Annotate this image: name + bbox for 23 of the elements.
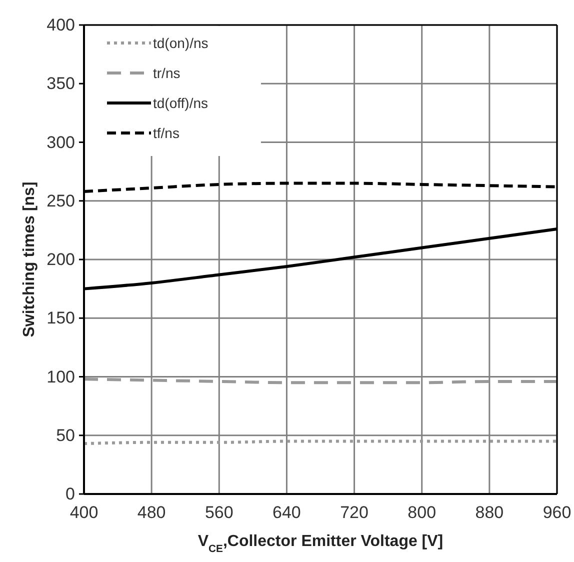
y-tick-label: 0 bbox=[66, 484, 75, 504]
y-tick-label: 250 bbox=[46, 191, 75, 210]
legend-label: td(off)/ns bbox=[153, 95, 208, 111]
y-tick-label: 300 bbox=[46, 132, 75, 152]
legend-label: td(on)/ns bbox=[153, 35, 208, 51]
y-tick-label: 200 bbox=[46, 250, 75, 269]
legend-label: tr/ns bbox=[153, 65, 180, 81]
y-axis-title: Switching times [ns] bbox=[21, 182, 38, 338]
x-tick-label: 960 bbox=[542, 503, 572, 522]
y-tick-label: 400 bbox=[46, 16, 75, 34]
x-tick-label: 880 bbox=[475, 503, 504, 522]
y-tick-label: 50 bbox=[56, 426, 75, 445]
x-tick-label: 400 bbox=[70, 503, 98, 522]
legend-label: tf/ns bbox=[153, 125, 180, 141]
y-tick-label: 150 bbox=[46, 308, 75, 328]
y-tick-label: 350 bbox=[46, 74, 75, 94]
x-tick-label: 480 bbox=[137, 503, 166, 522]
x-tick-label: 560 bbox=[204, 503, 234, 522]
x-tick-label: 720 bbox=[340, 503, 368, 522]
x-tick-label: 800 bbox=[408, 503, 436, 522]
y-tick-label: 100 bbox=[46, 367, 75, 386]
x-tick-label: 640 bbox=[272, 503, 301, 522]
x-axis-title: V$_{CE}$,Collector Emitter Voltage [V] bbox=[198, 533, 444, 554]
